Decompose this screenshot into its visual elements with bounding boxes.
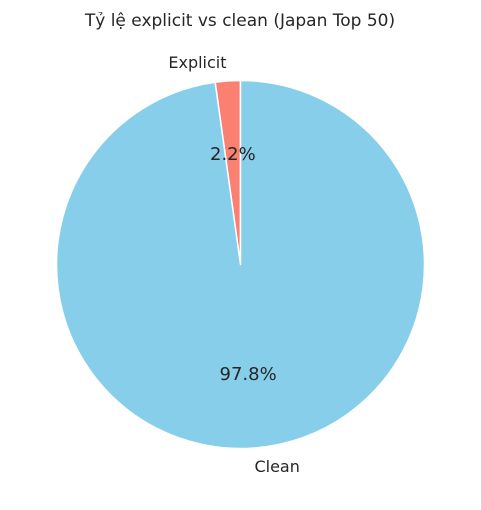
pie-slices xyxy=(55,79,426,450)
chart-title: Tỷ lệ explicit vs clean (Japan Top 50) xyxy=(84,11,395,31)
pie-labels: Explicit 2.2% Clean 97.8% xyxy=(168,53,300,476)
slice-value-label-clean: 97.8% xyxy=(220,364,277,385)
pie-slice-clean xyxy=(55,79,426,450)
slice-label-explicit: Explicit xyxy=(168,53,226,72)
slice-label-clean: Clean xyxy=(254,457,299,476)
slice-value-label-explicit: 2.2% xyxy=(210,144,256,165)
